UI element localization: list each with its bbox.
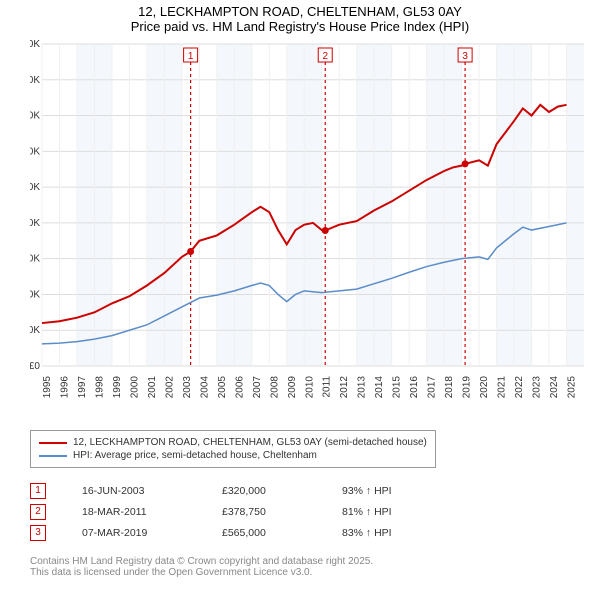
- event-badge: 3: [30, 525, 46, 541]
- svg-text:£400K: £400K: [30, 218, 40, 229]
- svg-text:1998: 1998: [94, 376, 105, 399]
- svg-text:2021: 2021: [497, 376, 508, 399]
- legend-swatch: [39, 455, 67, 457]
- svg-text:2008: 2008: [269, 376, 280, 399]
- events-table: 1 16-JUN-2003£320,00093% ↑ HPI 2 18-MAR-201…: [30, 478, 462, 546]
- svg-text:£500K: £500K: [30, 182, 40, 193]
- event-badge: 1: [30, 483, 46, 499]
- svg-text:2011: 2011: [322, 376, 333, 398]
- svg-text:1996: 1996: [59, 376, 70, 399]
- event-date: 16-JUN-2003: [82, 485, 222, 497]
- event-price: £565,000: [222, 527, 342, 539]
- svg-text:2010: 2010: [304, 376, 315, 399]
- svg-text:2017: 2017: [427, 376, 438, 399]
- svg-text:3: 3: [462, 51, 468, 62]
- svg-text:2000: 2000: [129, 376, 140, 399]
- svg-text:2023: 2023: [532, 376, 543, 399]
- svg-text:2005: 2005: [217, 376, 228, 399]
- event-hpi: 93% ↑ HPI: [342, 485, 462, 497]
- legend-label: HPI: Average price, semi-detached house,…: [73, 450, 317, 461]
- legend-box: 12, LECKHAMPTON ROAD, CHELTENHAM, GL53 0…: [30, 430, 436, 468]
- event-date: 18-MAR-2011: [82, 506, 222, 518]
- svg-text:£100K: £100K: [30, 325, 40, 336]
- svg-text:2002: 2002: [164, 376, 175, 399]
- svg-text:2006: 2006: [234, 376, 245, 399]
- svg-text:£200K: £200K: [30, 289, 40, 300]
- svg-text:2022: 2022: [514, 376, 525, 399]
- svg-text:2016: 2016: [409, 376, 420, 399]
- title-line-2: Price paid vs. HM Land Registry's House …: [0, 19, 600, 34]
- svg-text:2020: 2020: [479, 376, 490, 399]
- svg-text:2025: 2025: [567, 376, 578, 399]
- legend-swatch: [39, 442, 67, 444]
- svg-text:2015: 2015: [392, 376, 403, 399]
- svg-text:2019: 2019: [462, 376, 473, 399]
- event-hpi: 83% ↑ HPI: [342, 527, 462, 539]
- chart-title-block: 12, LECKHAMPTON ROAD, CHELTENHAM, GL53 0…: [0, 0, 600, 34]
- svg-text:2012: 2012: [339, 376, 350, 399]
- event-badge: 2: [30, 504, 46, 520]
- svg-text:£0: £0: [30, 361, 40, 372]
- svg-text:1997: 1997: [77, 376, 88, 399]
- svg-text:2007: 2007: [252, 376, 263, 399]
- event-date: 07-MAR-2019: [82, 527, 222, 539]
- copyright-line-1: Contains HM Land Registry data © Crown c…: [30, 556, 373, 567]
- event-row: 2 18-MAR-2011£378,75081% ↑ HPI: [30, 504, 462, 520]
- legend-row: 12, LECKHAMPTON ROAD, CHELTENHAM, GL53 0…: [39, 437, 427, 448]
- svg-text:2009: 2009: [287, 376, 298, 399]
- copyright-line-2: This data is licensed under the Open Gov…: [30, 567, 373, 578]
- chart-area: £0 £100K £200K £300K £400K £500K £600K £700K £80…: [30, 40, 590, 402]
- legend-row: HPI: Average price, semi-detached house,…: [39, 450, 427, 461]
- svg-text:£800K: £800K: [30, 75, 40, 86]
- svg-text:2003: 2003: [182, 376, 193, 399]
- event-row: 3 07-MAR-2019£565,00083% ↑ HPI: [30, 525, 462, 541]
- svg-text:1995: 1995: [42, 376, 53, 399]
- svg-text:1: 1: [188, 51, 194, 62]
- svg-text:2014: 2014: [374, 376, 385, 399]
- copyright-block: Contains HM Land Registry data © Crown c…: [30, 556, 373, 578]
- svg-text:£600K: £600K: [30, 146, 40, 157]
- chart-svg: £0 £100K £200K £300K £400K £500K £600K £700K £80…: [30, 40, 590, 402]
- event-price: £320,000: [222, 485, 342, 497]
- svg-text:£300K: £300K: [30, 254, 40, 265]
- svg-text:2018: 2018: [444, 376, 455, 399]
- svg-text:2024: 2024: [549, 376, 560, 399]
- svg-text:£900K: £900K: [30, 40, 40, 50]
- svg-text:£700K: £700K: [30, 111, 40, 122]
- event-row: 1 16-JUN-2003£320,00093% ↑ HPI: [30, 483, 462, 499]
- legend-label: 12, LECKHAMPTON ROAD, CHELTENHAM, GL53 0…: [73, 437, 427, 448]
- svg-text:2001: 2001: [147, 376, 158, 399]
- title-line-1: 12, LECKHAMPTON ROAD, CHELTENHAM, GL53 0…: [0, 4, 600, 19]
- svg-text:2: 2: [322, 51, 328, 62]
- event-price: £378,750: [222, 506, 342, 518]
- svg-text:2004: 2004: [199, 376, 210, 399]
- svg-text:2013: 2013: [357, 376, 368, 399]
- event-hpi: 81% ↑ HPI: [342, 506, 462, 518]
- svg-text:1999: 1999: [112, 376, 123, 399]
